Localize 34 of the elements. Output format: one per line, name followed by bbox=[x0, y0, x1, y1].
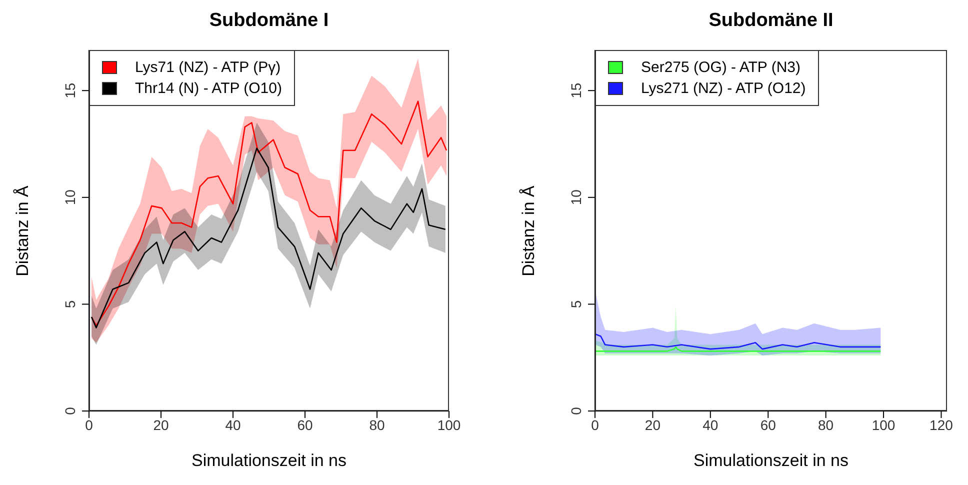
x-axis-title: Simulationszeit in ns bbox=[190, 451, 348, 471]
line-series bbox=[90, 148, 446, 328]
y-tick-label: 5 bbox=[62, 300, 78, 308]
legend-label: Lys271 (NZ) - ATP (O12) bbox=[641, 79, 806, 99]
x-tick-label: 0 bbox=[591, 416, 600, 433]
x-tick-label: 20 bbox=[644, 416, 661, 433]
line-series bbox=[90, 100, 448, 326]
chart-title: Subdomäne II bbox=[708, 10, 834, 32]
line-series bbox=[595, 333, 882, 350]
legend-label: Ser275 (OG) - ATP (N3) bbox=[641, 58, 800, 78]
y-axis-title: Distanz in Å bbox=[13, 185, 33, 276]
y-tick-label: 10 bbox=[568, 189, 584, 206]
x-tick-label: 60 bbox=[760, 416, 776, 433]
y-axis-title: Distanz in Å bbox=[519, 185, 539, 276]
x-axis-title: Simulationszeit in ns bbox=[692, 451, 850, 471]
y-tick-label: 0 bbox=[568, 406, 584, 415]
x-tick-label: 40 bbox=[702, 416, 718, 433]
x-tick-label: 80 bbox=[369, 416, 385, 433]
legend-label: Thr14 (N) - ATP (O10) bbox=[135, 79, 282, 99]
y-tick-label: 15 bbox=[568, 82, 584, 98]
x-tick-label: 0 bbox=[85, 416, 94, 433]
x-tick-label: 40 bbox=[225, 416, 241, 433]
y-tick-label: 10 bbox=[62, 189, 78, 206]
x-tick-label: 20 bbox=[153, 416, 169, 433]
y-tick-label: 0 bbox=[62, 406, 78, 415]
x-tick-label: 100 bbox=[437, 416, 461, 433]
legend-label: Lys71 (NZ) - ATP (Pγ) bbox=[135, 58, 281, 78]
x-tick-label: 60 bbox=[297, 416, 313, 433]
x-tick-label: 100 bbox=[872, 416, 896, 433]
x-tick-label: 120 bbox=[930, 416, 954, 433]
chart-title: Subdomäne I bbox=[208, 10, 330, 32]
x-tick-label: 80 bbox=[818, 416, 834, 433]
y-tick-label: 5 bbox=[568, 300, 584, 308]
y-tick-label: 15 bbox=[62, 82, 78, 98]
